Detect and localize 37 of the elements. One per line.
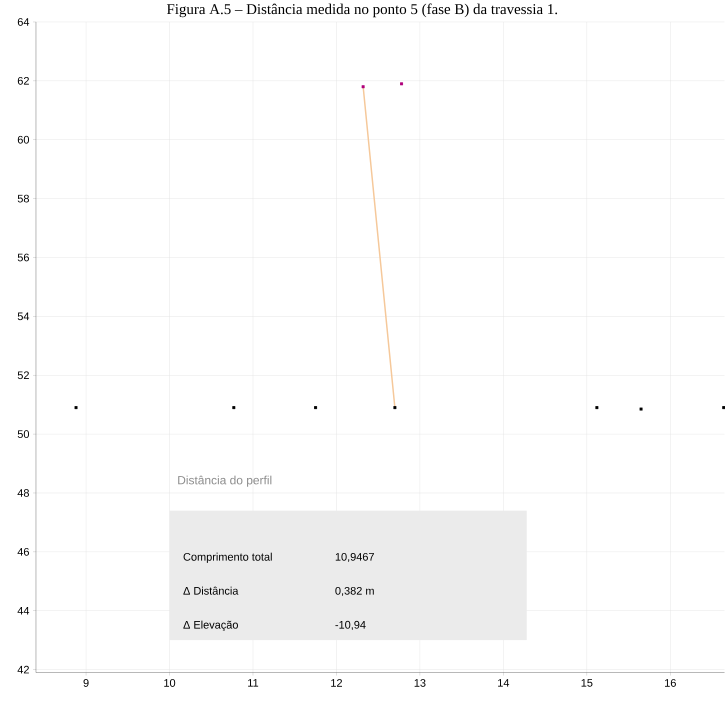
- y-tick-label: 60: [18, 136, 30, 144]
- chart-title: Figura A.5 – Distância medida no ponto 5 (fase B) da travessia 1.: [166, 4, 558, 18]
- y-tick-label: 42: [18, 666, 29, 674]
- annotation: Comprimento total: [184, 552, 272, 564]
- x-tick-label: 15: [582, 679, 592, 687]
- x-tick-label: 9: [84, 679, 89, 688]
- y-tick-label: 44: [18, 607, 30, 615]
- point: [393, 406, 396, 410]
- x-tick-label: 14: [498, 679, 510, 687]
- point: [362, 85, 365, 88]
- x-tick-label: 11: [248, 679, 258, 687]
- annotation: Δ Elevação: [183, 620, 238, 632]
- x-tick-label: 10: [164, 679, 176, 688]
- x-tick-label: 13: [414, 679, 426, 688]
- x-tick-label: 12: [331, 679, 342, 687]
- point: [722, 406, 725, 410]
- annotation: Δ Distância: [183, 586, 238, 595]
- y-tick-label: 46: [18, 548, 29, 556]
- y-tick-label: 64: [18, 18, 30, 26]
- annotation: 10,9467: [336, 553, 374, 562]
- y-tick-label: 54: [18, 312, 30, 320]
- point: [232, 406, 236, 410]
- y-tick-label: 56: [18, 254, 29, 262]
- y-tick-label: 50: [18, 430, 30, 438]
- y-tick-label: 52: [18, 372, 29, 380]
- point: [74, 406, 78, 410]
- point: [400, 82, 404, 86]
- y-tick-label: 58: [18, 194, 29, 203]
- y-tick-label: 62: [18, 77, 29, 85]
- x-tick-label: 16: [665, 679, 676, 688]
- y-tick-label: 48: [18, 489, 29, 498]
- annotation: Distância do perfil: [178, 476, 272, 488]
- annotation: -10,94: [335, 621, 366, 630]
- point: [314, 406, 318, 410]
- point: [640, 408, 643, 411]
- annotation: 0,382 m: [335, 587, 374, 596]
- point: [595, 406, 598, 410]
